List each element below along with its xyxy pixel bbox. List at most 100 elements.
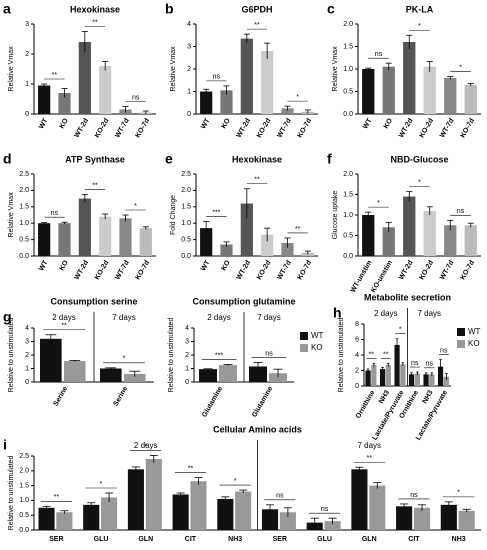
x-tick-label: KO-2d xyxy=(256,117,273,139)
y-tick-label: 0 xyxy=(187,111,191,118)
x-tick-label: KO-7d xyxy=(135,259,152,281)
y-tick-label: 0.5 xyxy=(181,236,191,243)
x-tick-label: WT xyxy=(38,117,50,131)
bar xyxy=(444,225,457,256)
y-axis-label: Relative Vmax xyxy=(8,46,15,92)
x-tick-label: WT-7d xyxy=(439,117,456,139)
significance-label: * xyxy=(134,203,137,210)
chart-title: Consumption serine xyxy=(50,296,137,306)
significance-label: ns xyxy=(51,210,59,217)
bar xyxy=(362,215,375,256)
y-tick-label: 6 xyxy=(355,336,359,343)
y-axis-label: Relative to unstimulated xyxy=(168,318,175,393)
x-tick-label: KO xyxy=(383,117,395,130)
bar xyxy=(261,509,279,530)
bar xyxy=(423,66,436,114)
chart-title: NBD-Glucose xyxy=(390,154,448,164)
bar xyxy=(443,376,449,386)
significance-label: * xyxy=(459,64,462,71)
bar xyxy=(240,203,253,256)
chart-title: PK-LA xyxy=(406,4,434,14)
panel-letter: d xyxy=(3,151,12,167)
x-tick-label: KO-2d xyxy=(256,259,273,281)
bar xyxy=(99,216,112,256)
x-tick-label: SER xyxy=(273,536,287,543)
y-tick-label: 2.0 xyxy=(19,187,29,194)
x-tick-label: GLN xyxy=(138,536,153,543)
significance-label: * xyxy=(296,94,299,101)
significance-label: ** xyxy=(369,351,375,358)
x-tick-label: GLU xyxy=(317,536,332,543)
x-tick-label: KO-unstim xyxy=(370,259,394,293)
chart-title: Hexokinase xyxy=(70,4,120,14)
bar xyxy=(38,85,51,114)
significance-label: ns xyxy=(457,208,465,215)
x-tick-label: Serine xyxy=(53,385,70,407)
bar xyxy=(281,242,294,256)
y-tick-label: 3 xyxy=(25,21,29,28)
bar xyxy=(101,497,118,530)
bar xyxy=(371,365,377,386)
bar xyxy=(220,90,233,114)
y-tick-label: 0.5 xyxy=(343,232,353,239)
bar xyxy=(249,366,267,382)
significance-label: * xyxy=(457,490,460,497)
y-axis-label: Relative Vmax xyxy=(332,46,339,92)
y-tick-label: 3 xyxy=(185,338,189,345)
bar xyxy=(429,374,435,386)
x-tick-label: WT xyxy=(362,117,374,131)
significance-label: ns xyxy=(410,492,418,499)
x-tick-label: WT-2d xyxy=(74,117,91,139)
y-tick-label: 0 xyxy=(25,111,29,118)
bar xyxy=(78,42,91,114)
bar xyxy=(40,338,62,382)
y-tick-label: 3 xyxy=(187,43,191,50)
group-label: 7 days xyxy=(357,441,381,450)
x-tick-label: WT-7d xyxy=(114,117,131,139)
y-tick-label: 1 xyxy=(187,88,191,95)
x-tick-label: WT-7d xyxy=(439,259,456,281)
y-tick-label: 3 xyxy=(25,338,29,345)
legend-swatch xyxy=(457,340,465,348)
bar xyxy=(56,512,73,530)
significance-label: * xyxy=(144,443,147,450)
y-tick-label: 0.5 xyxy=(19,512,29,519)
significance-label: ** xyxy=(254,177,260,184)
bar xyxy=(403,42,416,114)
y-axis-label: Relative Vmax xyxy=(8,192,15,238)
y-tick-label: 8 xyxy=(355,321,359,328)
y-tick-label: 0.0 xyxy=(343,111,353,118)
bar xyxy=(217,498,234,530)
bar xyxy=(369,485,386,530)
y-tick-label: 0.0 xyxy=(181,253,191,260)
chart-title: Consumption glutamine xyxy=(193,296,296,306)
y-axis-label: Fold Change xyxy=(170,195,177,235)
bar xyxy=(190,481,207,530)
bar xyxy=(382,66,395,114)
panel-letter: c xyxy=(327,1,335,17)
x-tick-label: SER xyxy=(49,536,63,543)
bar xyxy=(58,223,71,256)
group-label: 2 days xyxy=(134,441,158,450)
bar xyxy=(464,225,477,256)
y-axis-label: Relative Vmax xyxy=(170,46,177,92)
bar xyxy=(78,198,91,256)
legend-label: KO xyxy=(468,339,480,348)
x-tick-label: WT-7d xyxy=(276,259,293,281)
y-tick-label: 1.0 xyxy=(343,212,353,219)
significance-label: ns xyxy=(440,347,448,354)
bar xyxy=(235,491,252,530)
y-tick-label: 2.0 xyxy=(19,468,29,475)
y-axis-label: Glucose uptake xyxy=(332,191,339,240)
significance-label: ** xyxy=(383,351,389,358)
bar xyxy=(423,210,436,256)
y-tick-label: 2 xyxy=(355,367,359,374)
x-tick-label: KO-7d xyxy=(297,117,314,139)
bar xyxy=(464,84,477,114)
x-tick-label: NH3 xyxy=(228,536,242,543)
x-tick-label: KO-2d xyxy=(94,117,111,139)
x-tick-label: CIT xyxy=(408,536,420,543)
x-tick-label: WT-2d xyxy=(236,259,253,281)
significance-label: * xyxy=(234,478,237,485)
bar xyxy=(83,504,100,530)
